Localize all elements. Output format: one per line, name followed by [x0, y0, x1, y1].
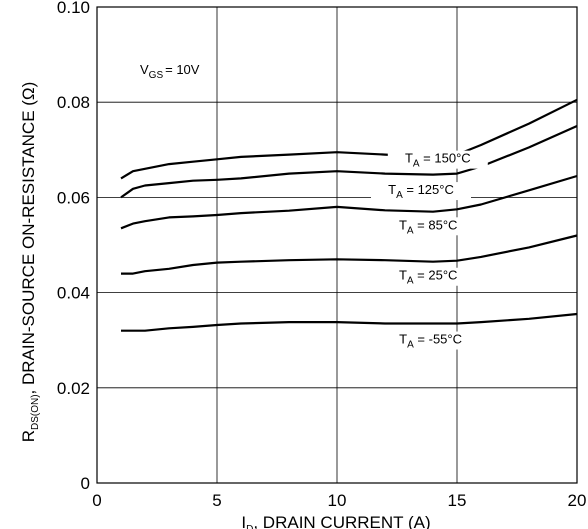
- series-labels: TA = 150°C TA = 125°C TA = 85°C TA = 25°C TA…: [371, 150, 488, 351]
- series-group: [120, 98, 578, 332]
- x-tick-label: 20: [568, 491, 587, 510]
- x-tick-label: 5: [212, 491, 221, 510]
- series-label-0: TA = 150°C: [405, 151, 471, 170]
- grid-lines: [96, 6, 578, 484]
- series-label-mask: [378, 267, 479, 286]
- series-label-4: TA = -55°C: [399, 332, 462, 351]
- series-line-4: [121, 312, 578, 332]
- series-label-3: TA = 25°C: [399, 268, 458, 287]
- y-tick-labels: 0 0.02 0.04 0.06 0.08 0.10: [57, 0, 90, 493]
- series-label-1: TA = 125°C: [388, 182, 454, 201]
- y-axis-label: RDS(ON), DRAIN-SOURCE ON-RESISTANCE (Ω): [19, 82, 41, 443]
- plot-frame: [96, 6, 578, 484]
- y-tick-label: 0.02: [57, 379, 90, 398]
- series-label-2: TA = 85°C: [399, 217, 458, 236]
- condition-annotation: VGS = 10V: [140, 62, 200, 81]
- x-tick-label: 15: [448, 491, 467, 510]
- series-label-mask: [380, 331, 481, 350]
- x-tick-labels: 0 5 10 15 20: [92, 491, 586, 510]
- series-line-2: [120, 174, 578, 230]
- y-tick-label: 0.08: [57, 93, 90, 112]
- series-label-mask: [378, 217, 479, 236]
- series-line-0: [120, 98, 578, 180]
- series-label-mask: [387, 150, 488, 169]
- series-label-mask: [371, 182, 471, 201]
- y-tick-label: 0.04: [57, 284, 90, 303]
- y-tick-label: 0.10: [57, 0, 90, 17]
- y-tick-label: 0.06: [57, 188, 90, 207]
- x-tick-label: 10: [328, 491, 347, 510]
- y-tick-label: 0: [81, 474, 90, 493]
- x-tick-label: 0: [92, 491, 101, 510]
- x-axis-label: ID, DRAIN CURRENT (A): [241, 513, 430, 529]
- series-line-1: [120, 124, 578, 199]
- series-line-3: [121, 234, 578, 275]
